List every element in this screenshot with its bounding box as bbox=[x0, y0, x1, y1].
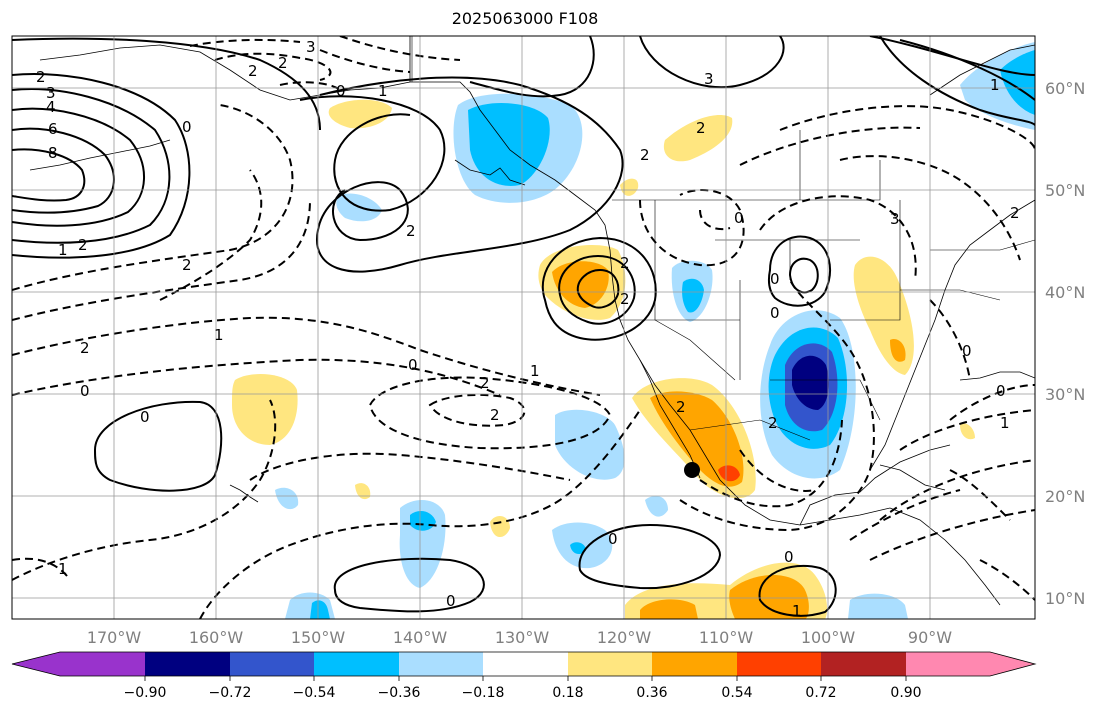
contour-label: 0 bbox=[734, 209, 744, 227]
lat-label: 10°N bbox=[1045, 589, 1085, 608]
contour-label: 2 bbox=[248, 62, 258, 80]
contour-label: 2 bbox=[620, 254, 630, 272]
contour-label: 2 bbox=[36, 68, 46, 86]
colorbar-segment bbox=[483, 652, 568, 676]
colorbar-tick-label: −0.18 bbox=[462, 685, 505, 701]
lon-label: 120°W bbox=[597, 628, 652, 647]
lon-label: 170°W bbox=[87, 628, 142, 647]
contour-label: 1 bbox=[214, 326, 224, 344]
contour-label: 3 bbox=[890, 210, 900, 228]
map-frame bbox=[11, 35, 1036, 620]
contour-lines bbox=[12, 36, 1035, 617]
contour-label: 2 bbox=[696, 119, 706, 137]
contour-label: 2 bbox=[182, 256, 192, 274]
colorbar-segment bbox=[399, 652, 483, 676]
lon-label: 160°W bbox=[189, 628, 244, 647]
colorbar-segment bbox=[737, 652, 821, 676]
contour-label: 1 bbox=[990, 76, 1000, 94]
contour-label: 3 bbox=[306, 38, 316, 56]
colorbar-tick-label: 0.36 bbox=[636, 685, 667, 701]
contour-label: 2 bbox=[78, 236, 88, 254]
contour-label: 1 bbox=[1000, 414, 1010, 432]
lat-label: 50°N bbox=[1045, 181, 1085, 200]
colorbar-segment bbox=[60, 652, 145, 676]
contour-label: 2 bbox=[1010, 204, 1020, 222]
colorbar-segment bbox=[314, 652, 399, 676]
contour-label: 2 bbox=[676, 398, 686, 416]
lon-label: 140°W bbox=[393, 628, 448, 647]
contour-label: 0 bbox=[770, 270, 780, 288]
colorbar-segment bbox=[230, 652, 314, 676]
contour-label: 2 bbox=[768, 414, 778, 432]
latitude-labels: 60°N 50°N 40°N 30°N 20°N 10°N bbox=[1045, 79, 1085, 608]
contour-label: 1 bbox=[378, 82, 388, 100]
contour-label: 0 bbox=[182, 118, 192, 136]
contour-label: 2 bbox=[490, 406, 500, 424]
contour-label: 8 bbox=[48, 144, 58, 162]
plot-title: 2025063000 F108 bbox=[451, 9, 599, 28]
lon-label: 90°W bbox=[908, 628, 952, 647]
lon-label: 150°W bbox=[291, 628, 346, 647]
colorbar-tick-label: −0.54 bbox=[293, 685, 336, 701]
lon-label: 130°W bbox=[495, 628, 550, 647]
colorbar-tick-label: 0.54 bbox=[721, 685, 752, 701]
coastlines bbox=[29, 36, 1035, 606]
colorbar-segment bbox=[145, 652, 230, 676]
political-borders bbox=[411, 36, 1035, 441]
lat-label: 40°N bbox=[1045, 283, 1085, 302]
contour-label: 6 bbox=[48, 120, 58, 138]
lat-label: 20°N bbox=[1045, 487, 1085, 506]
contour-label: 0 bbox=[996, 382, 1006, 400]
contour-label: 2 bbox=[620, 290, 630, 308]
contour-label: 2 bbox=[640, 146, 650, 164]
graticule bbox=[12, 36, 1035, 619]
contour-label: 0 bbox=[608, 530, 618, 548]
contour-label: 2 bbox=[80, 339, 90, 357]
contour-lines-dashed bbox=[12, 36, 1035, 619]
colorbar-tick-label: −0.90 bbox=[124, 685, 167, 701]
contour-label: 2 bbox=[480, 374, 490, 392]
colorbar-tick-label: −0.36 bbox=[378, 685, 421, 701]
contour-label: 3 bbox=[704, 70, 714, 88]
colorbar-over bbox=[990, 652, 1035, 676]
contour-label: 1 bbox=[58, 560, 68, 578]
contour-labels: 2 3 4 6 8 2 1 2 3 1 0 2 2 2 2 3 2 0 2 1 … bbox=[36, 38, 1020, 620]
colorbar-segment bbox=[906, 652, 990, 676]
colorbar-tick-label: 0.18 bbox=[552, 685, 583, 701]
location-marker bbox=[684, 462, 700, 478]
colorbar-segment bbox=[652, 652, 737, 676]
colorbar: −0.90 −0.72 −0.54 −0.36 −0.18 0.18 0.36 … bbox=[11, 651, 1037, 701]
lon-label: 100°W bbox=[801, 628, 856, 647]
colorbar-tick-label: −0.72 bbox=[209, 685, 252, 701]
colorbar-segment bbox=[821, 652, 906, 676]
longitude-labels: 170°W 160°W 150°W 140°W 130°W 120°W 110°… bbox=[87, 628, 952, 647]
contour-label: 0 bbox=[80, 382, 90, 400]
contour-label: 4 bbox=[46, 98, 56, 116]
contour-label: 1 bbox=[792, 602, 802, 620]
colorbar-under bbox=[12, 652, 60, 676]
anomaly-shading bbox=[232, 42, 1035, 619]
lon-label: 110°W bbox=[699, 628, 754, 647]
lat-label: 30°N bbox=[1045, 385, 1085, 404]
contour-label: 0 bbox=[336, 82, 346, 100]
lat-label: 60°N bbox=[1045, 79, 1085, 98]
colorbar-segment bbox=[568, 652, 652, 676]
contour-label: 0 bbox=[140, 408, 150, 426]
contour-label: 0 bbox=[770, 304, 780, 322]
contour-label: 0 bbox=[446, 592, 456, 610]
contour-label: 1 bbox=[530, 362, 540, 380]
contour-label: 3 bbox=[46, 84, 56, 102]
contour-label: 0 bbox=[784, 548, 794, 566]
contour-label: 0 bbox=[962, 342, 972, 360]
contour-label: 1 bbox=[58, 241, 68, 259]
colorbar-tick-label: 0.90 bbox=[890, 685, 921, 701]
contour-label: 2 bbox=[278, 54, 288, 72]
colorbar-tick-label: 0.72 bbox=[805, 685, 836, 701]
contour-label: 0 bbox=[408, 356, 418, 374]
contour-label: 2 bbox=[406, 222, 416, 240]
